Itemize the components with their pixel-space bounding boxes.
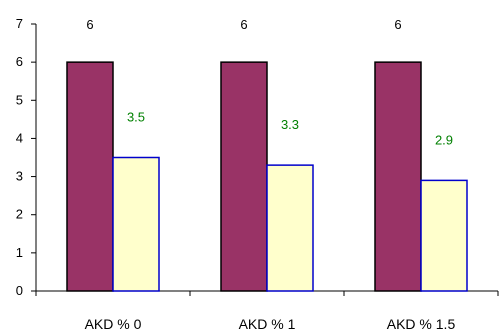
y-tick-label: 7 (16, 16, 23, 31)
y-tick-label: 6 (16, 54, 23, 69)
chart-bars (66, 61, 468, 292)
bar (374, 61, 422, 292)
y-tick-label: 3 (16, 169, 23, 184)
bar (66, 61, 114, 292)
bar (112, 156, 160, 292)
x-category-label: AKD % 0 (85, 316, 142, 332)
chart-labels: 6 3.5 AKD % 0 6 3.3 AKD % 1 6 2.9 AKD % 1.5 (85, 17, 456, 332)
data-label: 6 (394, 17, 401, 32)
data-label: 3.3 (281, 117, 299, 132)
data-label: 2.9 (435, 132, 453, 147)
y-tick-label: 2 (16, 207, 23, 222)
data-label: 3.5 (127, 110, 145, 125)
y-tick-label: 5 (16, 92, 23, 107)
y-tick-label: 1 (16, 245, 23, 260)
bar (220, 61, 268, 292)
data-label: 6 (240, 17, 247, 32)
y-tick-label: 0 (16, 283, 23, 298)
x-category-label: AKD % 1.5 (387, 316, 456, 332)
y-tick-label: 4 (16, 130, 23, 145)
data-label: 6 (86, 17, 93, 32)
x-category-label: AKD % 1 (239, 316, 296, 332)
bar (266, 164, 314, 292)
bar (420, 179, 468, 292)
